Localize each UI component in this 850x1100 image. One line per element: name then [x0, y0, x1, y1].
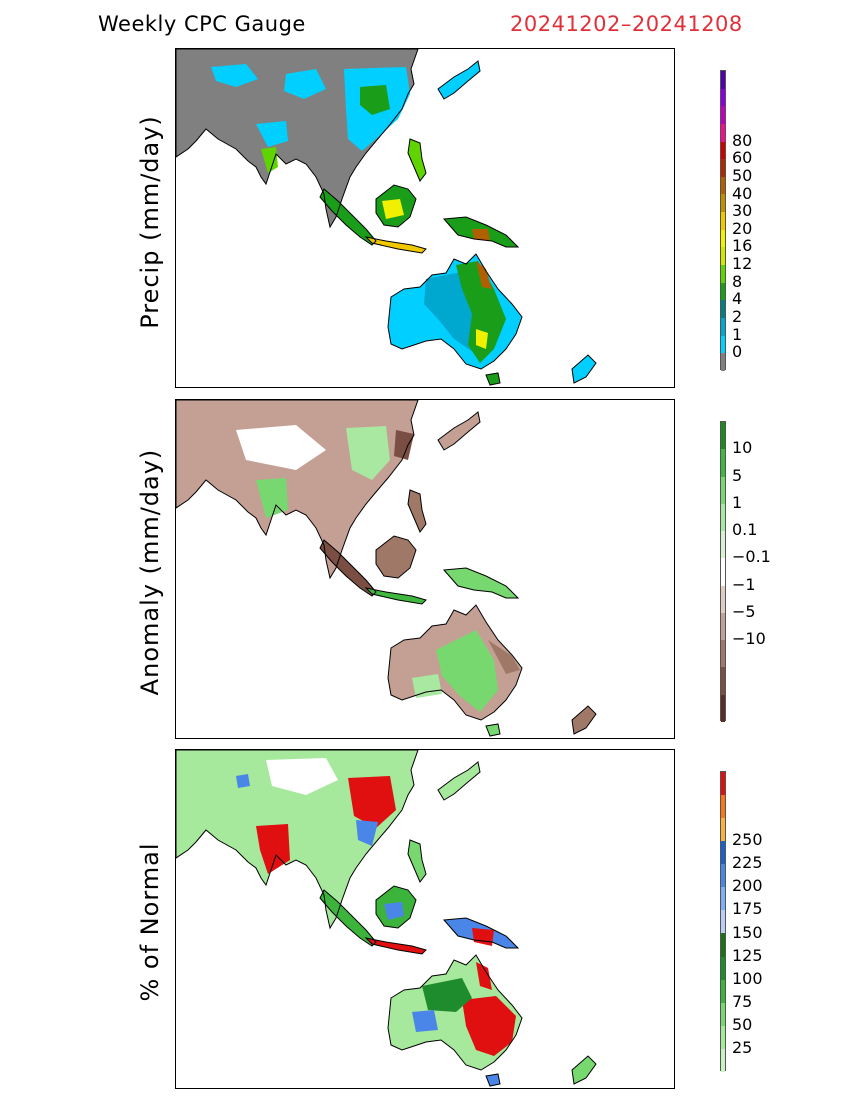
colorbar-segment	[721, 694, 725, 722]
colorbar-segment	[721, 229, 725, 248]
colorbar-segment	[721, 818, 725, 842]
colorbar-segment	[721, 956, 725, 980]
colorbar-tick-label: 175	[732, 899, 763, 919]
colorbar-tick-label: 0.1	[732, 520, 758, 540]
colorbar-segment	[721, 176, 725, 195]
colorbar-segment	[721, 88, 725, 107]
percent-ylabel: % of Normal	[136, 842, 164, 1002]
precip-map	[175, 48, 675, 388]
colorbar-segment	[721, 282, 725, 301]
colorbar-tick-label: −0.1	[732, 547, 771, 567]
precip-colorbar	[720, 70, 726, 371]
colorbar-tick-label: 1	[732, 492, 743, 512]
colorbar-segment	[721, 531, 725, 559]
colorbar-segment	[721, 910, 725, 934]
colorbar-segment	[721, 933, 725, 957]
colorbar-segment	[721, 317, 725, 336]
colorbar-tick-label: 25	[732, 1037, 753, 1057]
date-range: 20241202–20241208	[510, 12, 743, 36]
anomaly-map-graphic	[176, 400, 597, 737]
colorbar-tick-label: 30	[732, 201, 753, 221]
colorbar-segment	[721, 71, 725, 89]
colorbar-segment	[721, 449, 725, 477]
colorbar-tick-label: 12	[732, 254, 753, 274]
colorbar-segment	[721, 159, 725, 177]
colorbar-segment	[721, 1048, 725, 1072]
colorbar-segment	[721, 667, 725, 695]
percent-map	[175, 749, 675, 1089]
colorbar-tick-label: 50	[732, 165, 753, 185]
colorbar-tick-label: 1	[732, 324, 743, 344]
colorbar-tick-label: 200	[732, 876, 763, 896]
colorbar-tick-label: 10	[732, 438, 753, 458]
colorbar-tick-label: 80	[732, 130, 753, 150]
colorbar-segment	[721, 476, 725, 504]
percent-map-graphic	[176, 750, 597, 1087]
colorbar-segment	[721, 106, 725, 124]
colorbar-segment	[721, 123, 725, 142]
colorbar-segment	[721, 864, 725, 888]
colorbar-tick-label: 150	[732, 922, 763, 942]
colorbar-segment	[721, 1025, 725, 1049]
colorbar-segment	[721, 979, 725, 1003]
colorbar-segment	[721, 212, 725, 230]
anomaly-colorbar	[720, 421, 726, 722]
colorbar-segment	[721, 353, 725, 371]
colorbar-segment	[721, 558, 725, 586]
colorbar-tick-label: 60	[732, 148, 753, 168]
colorbar-tick-label: 225	[732, 853, 763, 873]
colorbar-segment	[721, 1002, 725, 1026]
colorbar-tick-label: 40	[732, 183, 753, 203]
precip-map-graphic	[176, 49, 597, 386]
colorbar-segment	[721, 194, 725, 213]
colorbar-tick-label: −1	[732, 574, 756, 594]
colorbar-segment	[721, 247, 725, 266]
map-title: Weekly CPC Gauge	[98, 12, 306, 36]
colorbar-tick-label: 0	[732, 342, 743, 362]
colorbar-tick-label: 8	[732, 271, 743, 291]
anomaly-map	[175, 399, 675, 739]
colorbar-segment	[721, 335, 725, 354]
colorbar-tick-label: −10	[732, 629, 766, 649]
colorbar-tick-label: 50	[732, 1014, 753, 1034]
colorbar-segment	[721, 887, 725, 911]
colorbar-segment	[721, 422, 725, 450]
colorbar-segment	[721, 265, 725, 283]
colorbar-segment	[721, 795, 725, 819]
colorbar-tick-label: 125	[732, 945, 763, 965]
colorbar-segment	[721, 640, 725, 668]
colorbar-tick-label: 75	[732, 991, 753, 1011]
colorbar-tick-label: 2	[732, 307, 743, 327]
colorbar-segment	[721, 141, 725, 160]
colorbar-segment	[721, 300, 725, 318]
colorbar-tick-label: 250	[732, 830, 763, 850]
anomaly-ylabel: Anomaly (mm/day)	[136, 448, 164, 696]
colorbar-tick-label: 20	[732, 218, 753, 238]
colorbar-tick-label: 100	[732, 968, 763, 988]
precip-ylabel: Precip (mm/day)	[136, 115, 164, 329]
percent-colorbar	[720, 771, 726, 1072]
colorbar-segment	[721, 772, 725, 796]
colorbar-tick-label: −5	[732, 601, 756, 621]
colorbar-segment	[721, 841, 725, 865]
colorbar-tick-label: 4	[732, 289, 743, 309]
colorbar-segment	[721, 503, 725, 532]
colorbar-tick-label: 5	[732, 465, 743, 485]
colorbar-tick-label: 16	[732, 236, 753, 256]
colorbar-segment	[721, 585, 725, 613]
colorbar-segment	[721, 612, 725, 641]
